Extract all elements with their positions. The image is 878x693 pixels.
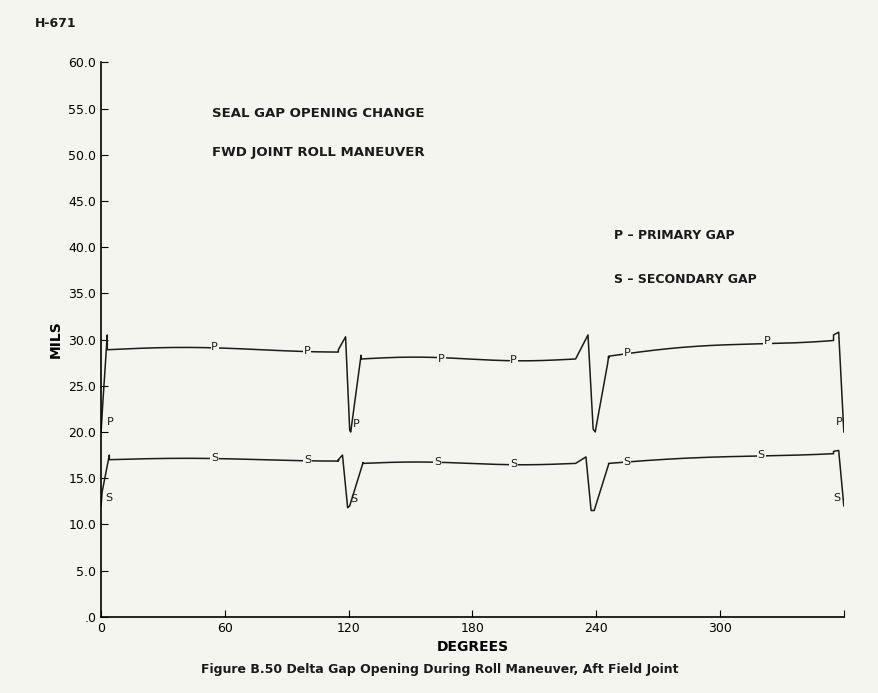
- Text: P: P: [623, 349, 630, 358]
- Text: S: S: [434, 457, 441, 468]
- Text: P: P: [437, 354, 444, 364]
- Text: P: P: [352, 419, 359, 429]
- X-axis label: DEGREES: DEGREES: [435, 640, 508, 654]
- Text: S: S: [105, 493, 112, 503]
- Text: S – SECONDARY GAP: S – SECONDARY GAP: [613, 273, 755, 286]
- Text: SEAL GAP OPENING CHANGE: SEAL GAP OPENING CHANGE: [212, 107, 425, 120]
- Text: S: S: [757, 450, 764, 460]
- Text: S: S: [304, 455, 311, 465]
- Text: H-671: H-671: [35, 17, 76, 30]
- Text: Figure B.50 Delta Gap Opening During Roll Maneuver, Aft Field Joint: Figure B.50 Delta Gap Opening During Rol…: [200, 663, 678, 676]
- Text: S: S: [832, 493, 839, 503]
- Text: FWD JOINT ROLL MANEUVER: FWD JOINT ROLL MANEUVER: [212, 146, 425, 159]
- Text: P: P: [304, 346, 311, 356]
- Y-axis label: MILS: MILS: [48, 321, 62, 358]
- Text: P: P: [211, 342, 218, 352]
- Text: P: P: [835, 417, 841, 428]
- Text: P: P: [510, 355, 516, 365]
- Text: S: S: [623, 457, 630, 466]
- Text: S: S: [350, 494, 357, 504]
- Text: P: P: [107, 417, 114, 428]
- Text: P – PRIMARY GAP: P – PRIMARY GAP: [613, 229, 733, 242]
- Text: S: S: [509, 459, 516, 469]
- Text: S: S: [211, 453, 218, 463]
- Text: P: P: [763, 336, 770, 346]
